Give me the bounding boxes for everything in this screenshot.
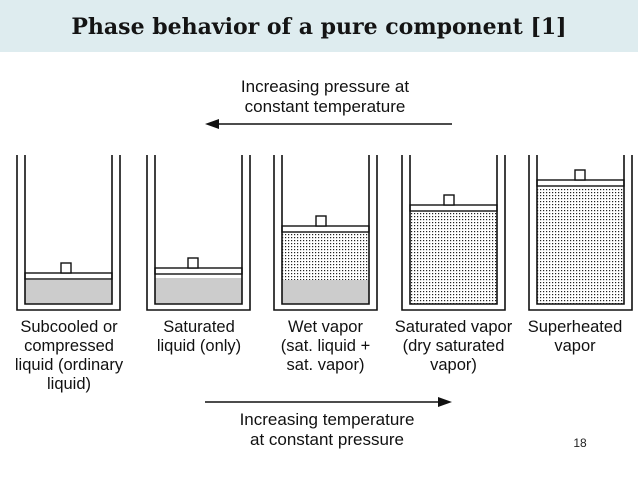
container-1 bbox=[16, 155, 121, 311]
container-4 bbox=[401, 155, 506, 311]
container-3 bbox=[273, 155, 378, 311]
liquid-region bbox=[155, 278, 242, 304]
cylinder-wall bbox=[16, 155, 121, 311]
top-arrow-label: Increasing pressure at constant temperat… bbox=[240, 77, 410, 116]
vapor-region bbox=[537, 188, 624, 304]
state-label-superheated-vapor: Superheated vapor bbox=[527, 318, 623, 355]
cylinder-wall bbox=[273, 155, 378, 311]
liquid-region bbox=[282, 280, 369, 304]
page-number: 18 bbox=[573, 436, 587, 450]
bottom-arrow-label: Increasing temperature at constant press… bbox=[239, 410, 415, 449]
vapor-region bbox=[282, 234, 369, 280]
bottom-arrow bbox=[205, 397, 452, 407]
cylinder-wall bbox=[528, 155, 633, 311]
container-2 bbox=[146, 155, 251, 311]
vapor-region bbox=[410, 213, 497, 304]
state-label-wet-vapor: Wet vapor (sat. liquid + sat. vapor) bbox=[280, 318, 371, 374]
state-label-saturated-liquid: Saturated liquid (only) bbox=[156, 318, 242, 355]
liquid-region bbox=[25, 280, 112, 304]
piston bbox=[536, 179, 625, 187]
container-5 bbox=[528, 155, 633, 311]
state-label-saturated-vapor: Saturated vapor (dry saturated vapor) bbox=[394, 318, 513, 374]
piston bbox=[154, 267, 243, 275]
piston-weight bbox=[443, 194, 455, 206]
piston bbox=[24, 272, 113, 280]
state-label-subcooled: Subcooled or compressed liquid (ordinary… bbox=[14, 318, 124, 393]
slide-title: Phase behavior of a pure component [1] bbox=[71, 14, 567, 40]
cylinder-wall bbox=[146, 155, 251, 311]
cylinder-wall bbox=[401, 155, 506, 311]
piston-weight bbox=[574, 169, 586, 181]
title-bar bbox=[0, 0, 638, 52]
piston bbox=[281, 225, 370, 233]
piston-weight bbox=[315, 215, 327, 227]
piston bbox=[409, 204, 498, 212]
piston-weight bbox=[60, 262, 72, 274]
piston-weight bbox=[187, 257, 199, 269]
top-arrow bbox=[205, 119, 452, 129]
